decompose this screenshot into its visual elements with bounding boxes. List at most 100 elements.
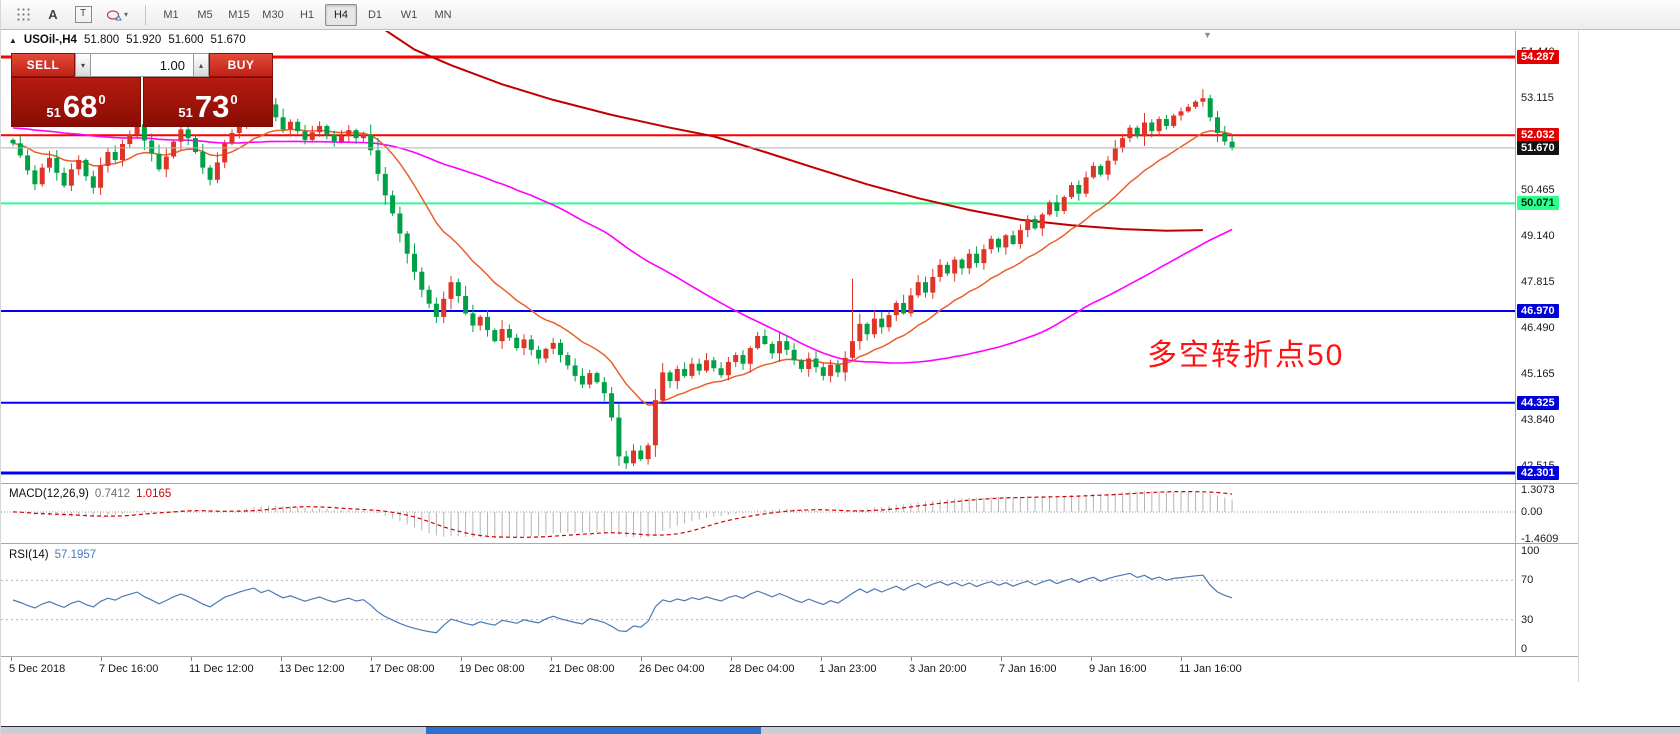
- ohlc-open: 51.800: [83, 34, 120, 46]
- timeframe-button-mn[interactable]: MN: [434, 8, 452, 21]
- toolbar-separator: [145, 4, 146, 25]
- timeframe-button-m5[interactable]: M5: [197, 8, 213, 21]
- time-tick: [281, 657, 282, 661]
- price-line-badge: 50.071: [1517, 196, 1559, 211]
- timeframe-button-h1[interactable]: H1: [299, 8, 315, 21]
- time-tick: [1181, 657, 1182, 661]
- rsi-name: RSI(14): [9, 549, 49, 561]
- timeframe-button-group: M1 M5 M15 M30 H1 H4 D1 W1 MN: [154, 3, 460, 26]
- buy-price-sup: 0: [230, 92, 238, 107]
- rsi-axis-100: 100: [1521, 545, 1540, 557]
- price-line-badge: 54.287: [1517, 50, 1559, 64]
- taskbar-top-edge: [1, 726, 1680, 727]
- macd-main-value: 0.7412: [94, 488, 131, 500]
- price-tick-label: 47.815: [1521, 275, 1555, 288]
- price-tick-label: 45.165: [1521, 367, 1555, 380]
- time-label: 19 Dec 08:00: [459, 663, 525, 675]
- price-tick-label: 53.115: [1521, 91, 1554, 104]
- rsi-value: 57.1957: [54, 549, 97, 561]
- buy-price-big: 73: [194, 88, 230, 124]
- price-tick-label: 54.440: [1521, 45, 1555, 58]
- volume-input[interactable]: [91, 53, 193, 77]
- taskbar-strip: [1, 727, 1680, 734]
- price-tick-label: 50.465: [1521, 183, 1555, 196]
- price-line-badge: 46.970: [1517, 303, 1559, 318]
- chart-shift-marker[interactable]: ▼: [1203, 30, 1212, 40]
- window-right-border: [1578, 31, 1579, 682]
- macd-indicator-label: MACD(12,26,9) 0.7412 1.0165: [9, 488, 171, 500]
- buy-price[interactable]: 51 73 0: [143, 77, 273, 127]
- timeframe-button-h4[interactable]: H4: [325, 3, 357, 26]
- time-tick: [191, 657, 192, 661]
- price-tick-label: 46.490: [1521, 321, 1555, 334]
- timeframe-button-m30[interactable]: M30: [262, 8, 284, 21]
- grid-dots-icon[interactable]: [9, 3, 37, 27]
- price-tick-label: 49.140: [1521, 229, 1555, 242]
- sell-price-big: 68: [62, 88, 98, 124]
- taskbar-app-button[interactable]: [426, 727, 761, 734]
- one-click-trading-panel: SELL ▾ ▴ BUY 51 68 0 51 73 0: [11, 53, 273, 127]
- time-tick: [1001, 657, 1002, 661]
- time-label: 13 Dec 12:00: [279, 663, 345, 675]
- sell-button[interactable]: SELL: [11, 53, 75, 77]
- grid-dots-glyph: [16, 8, 30, 21]
- time-label: 7 Jan 16:00: [999, 663, 1057, 675]
- volume-increase-button[interactable]: ▴: [193, 53, 209, 77]
- rsi-axis-70: 70: [1521, 574, 1534, 587]
- timeframe-button-d1[interactable]: D1: [367, 8, 383, 21]
- price-tick-label: 51.790: [1521, 137, 1555, 150]
- time-tick: [821, 657, 822, 661]
- time-tick: [551, 657, 552, 661]
- price-line-badge: 44.325: [1517, 395, 1559, 410]
- shapes-glyph: [106, 9, 122, 20]
- time-tick: [11, 657, 12, 661]
- timeframe-button-m15[interactable]: M15: [228, 8, 250, 21]
- time-tick: [101, 657, 102, 661]
- text-box-icon[interactable]: T: [69, 3, 97, 27]
- time-label: 26 Dec 04:00: [639, 663, 705, 675]
- rsi-axis-0: 0: [1521, 643, 1528, 655]
- splitter-chart-macd[interactable]: [1, 483, 1578, 484]
- macd-signal-value: 1.0165: [136, 488, 172, 500]
- timeframe-button-w1[interactable]: W1: [400, 8, 418, 21]
- splitter-rsi-timeaxis: [1, 656, 1578, 657]
- current-price-badge: 51.670: [1517, 140, 1559, 155]
- timeframe-button-m1[interactable]: M1: [163, 8, 179, 21]
- sell-price[interactable]: 51 68 0: [11, 77, 141, 127]
- time-tick: [371, 657, 372, 661]
- macd-axis-max: 1.3073: [1521, 484, 1555, 496]
- buy-button[interactable]: BUY: [209, 53, 273, 77]
- volume-decrease-button[interactable]: ▾: [75, 53, 91, 77]
- ohlc-close: 51.670: [210, 34, 246, 46]
- time-label: 5 Dec 2018: [9, 663, 66, 675]
- price-tick-label: 43.840: [1521, 413, 1555, 426]
- price-axis-border: [1515, 31, 1516, 657]
- time-tick: [641, 657, 642, 661]
- time-tick: [731, 657, 732, 661]
- time-axis[interactable]: 5 Dec 2018 7 Dec 16:00 11 Dec 12:00 13 Dec …: [1, 657, 1578, 682]
- chart-info: ▲ USOil-,H4 51.800 51.920 51.600 51.670: [9, 34, 246, 46]
- time-label: 21 Dec 08:00: [549, 663, 615, 675]
- sell-price-small: 51: [46, 105, 61, 120]
- shapes-icon[interactable]: ▾: [99, 3, 135, 27]
- time-label: 11 Jan 16:00: [1179, 663, 1242, 675]
- time-label: 1 Jan 23:00: [819, 663, 877, 675]
- rsi-axis-30: 30: [1521, 613, 1534, 626]
- time-label: 9 Jan 16:00: [1089, 663, 1147, 675]
- text-label-icon[interactable]: A: [48, 7, 58, 22]
- time-label: 3 Jan 20:00: [909, 663, 967, 675]
- time-label: 11 Dec 12:00: [189, 663, 254, 675]
- one-click-panel-toggle-icon[interactable]: ▲: [9, 35, 17, 45]
- price-tick-label: 42.515: [1521, 459, 1555, 472]
- rsi-indicator-label: RSI(14) 57.1957: [9, 549, 96, 561]
- text-box-glyph: T: [74, 6, 92, 23]
- ohlc-low: 51.600: [168, 34, 204, 46]
- bottom-margin: [1, 682, 1680, 726]
- time-tick: [1091, 657, 1092, 661]
- price-line-badge: 52.032: [1517, 128, 1559, 143]
- splitter-macd-rsi[interactable]: [1, 543, 1578, 544]
- chart-annotation[interactable]: 多空转折点50: [1147, 339, 1345, 372]
- toolbar: A T ▾ M1 M5 M15 M30 H1 H4 D1 W1 MN: [1, 0, 1680, 30]
